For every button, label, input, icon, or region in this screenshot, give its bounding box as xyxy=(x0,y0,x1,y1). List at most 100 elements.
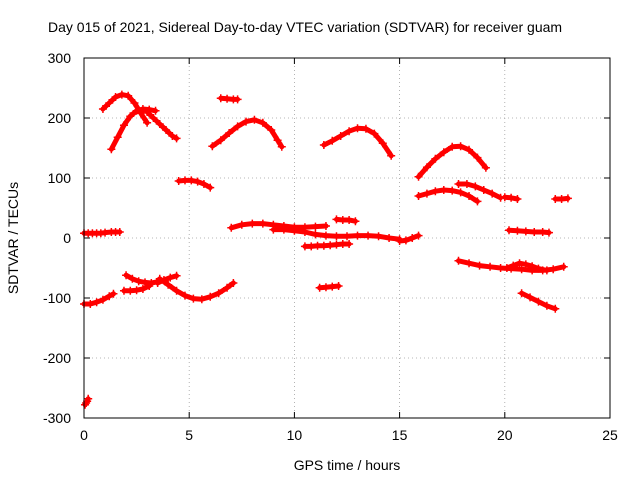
data-point xyxy=(328,136,337,145)
data-point xyxy=(319,141,328,149)
data-point xyxy=(311,222,320,231)
y-tick-label: 0 xyxy=(63,230,71,246)
data-point xyxy=(290,226,299,235)
data-point xyxy=(454,180,463,188)
data-point xyxy=(172,134,181,143)
data-point xyxy=(486,262,495,271)
series-arc-16 xyxy=(300,240,354,251)
data-point xyxy=(126,112,135,121)
data-point xyxy=(321,222,330,230)
y-tick-label: 100 xyxy=(48,170,72,186)
data-point xyxy=(279,225,288,234)
series-trace xyxy=(157,276,236,302)
data-point xyxy=(233,122,242,131)
data-point xyxy=(248,219,257,228)
data-point xyxy=(385,234,394,242)
series-arc-14 xyxy=(227,219,330,232)
data-point xyxy=(526,293,535,302)
data-point xyxy=(431,187,440,196)
data-point xyxy=(233,95,242,104)
data-point xyxy=(465,259,474,268)
data-point xyxy=(180,291,189,300)
data-point xyxy=(151,106,160,115)
data-point xyxy=(513,226,522,235)
data-markers xyxy=(80,90,572,409)
data-point xyxy=(465,192,474,200)
series-arc-18 xyxy=(332,215,360,226)
data-point xyxy=(98,105,107,113)
data-point xyxy=(370,129,379,138)
y-tick-label: -300 xyxy=(43,410,71,426)
series-arc-22 xyxy=(414,186,482,206)
data-point xyxy=(481,163,490,172)
data-point xyxy=(542,266,551,275)
y-axis-label: SDTVAR / TECUs xyxy=(5,182,21,294)
data-point xyxy=(311,230,320,239)
x-tick-labels: 0 5 10 15 20 25 xyxy=(80,427,618,443)
data-point xyxy=(422,189,431,198)
data-point xyxy=(153,279,162,287)
data-point xyxy=(549,265,558,274)
x-tick-label: 20 xyxy=(497,427,513,443)
data-point xyxy=(513,195,522,203)
data-point xyxy=(113,133,122,142)
data-point xyxy=(542,301,551,310)
x-tick-label: 25 xyxy=(602,427,618,443)
data-point xyxy=(343,232,351,241)
data-point xyxy=(187,176,196,185)
series-arc-10 xyxy=(155,274,238,304)
data-point xyxy=(86,300,95,308)
data-point xyxy=(521,227,530,236)
data-point xyxy=(277,142,286,151)
data-point xyxy=(145,282,154,290)
data-point xyxy=(143,118,152,127)
y-tick-label: 200 xyxy=(48,110,72,126)
series-trace xyxy=(228,221,329,231)
data-point xyxy=(172,286,181,295)
series-arc-11 xyxy=(174,176,215,192)
series-arc-29 xyxy=(551,194,572,203)
data-point xyxy=(199,180,208,188)
data-point xyxy=(267,126,276,134)
data-point xyxy=(559,262,568,271)
data-point xyxy=(223,283,232,292)
data-point xyxy=(225,129,234,137)
series-arc-02 xyxy=(80,289,118,308)
data-point xyxy=(122,271,131,280)
data-point xyxy=(334,282,343,290)
series-arc-17 xyxy=(315,282,343,292)
data-point xyxy=(206,183,215,192)
data-point xyxy=(448,142,457,151)
data-point xyxy=(172,271,181,280)
series-arc-23 xyxy=(454,180,505,202)
data-point xyxy=(115,228,124,236)
y-tick-label: 300 xyxy=(48,50,72,66)
data-point xyxy=(473,153,482,162)
data-point xyxy=(454,256,463,265)
data-point xyxy=(143,108,152,116)
data-point xyxy=(521,260,530,269)
data-point xyxy=(166,273,175,282)
x-tick-label: 10 xyxy=(287,427,303,443)
data-point xyxy=(345,216,354,224)
data-point xyxy=(465,145,474,154)
series-arc-15 xyxy=(269,225,404,244)
series-arc-25 xyxy=(502,259,551,275)
data-point xyxy=(134,277,143,286)
data-point xyxy=(530,228,539,236)
data-point xyxy=(414,231,423,240)
data-point xyxy=(431,154,440,163)
series-arc-21 xyxy=(414,142,490,181)
data-point xyxy=(414,192,423,200)
data-point xyxy=(111,93,120,101)
data-point xyxy=(98,295,107,304)
data-point xyxy=(227,223,236,232)
data-point xyxy=(258,118,267,127)
data-point xyxy=(130,99,139,107)
data-point xyxy=(197,295,206,304)
data-point xyxy=(214,289,223,298)
series-arc-12 xyxy=(216,94,242,104)
data-point xyxy=(401,236,410,245)
data-point xyxy=(250,115,259,124)
